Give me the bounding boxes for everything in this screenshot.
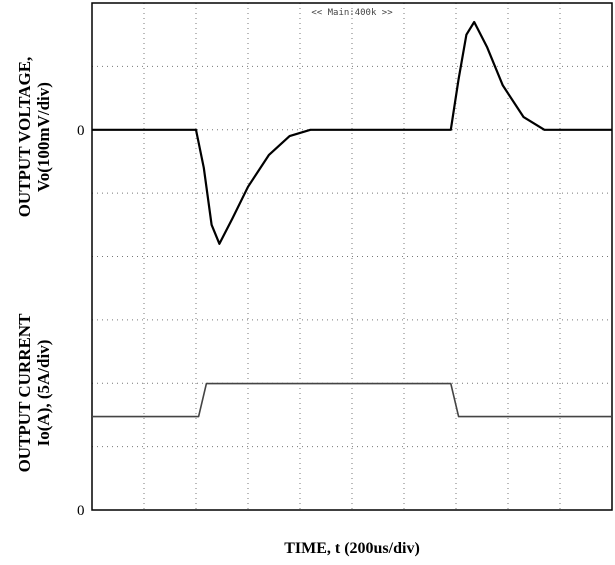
- voltage-axis-label: OUTPUT VOLTAGE, Vo(100mV/div): [15, 56, 53, 218]
- voltage-zero-label: 0: [77, 123, 85, 139]
- scope-header: << Main:400k >>: [311, 8, 393, 18]
- voltage-trace: [92, 20, 612, 245]
- x-axis-label: TIME, t (200us/div): [284, 540, 420, 557]
- plot-frame: [91, 2, 613, 511]
- current-axis-label: OUTPUT CURRENT Io(A), (5A/div): [15, 313, 53, 473]
- current-trace: [92, 382, 612, 418]
- current-zero-label: 0: [77, 503, 85, 519]
- plot-grid: [92, 3, 612, 510]
